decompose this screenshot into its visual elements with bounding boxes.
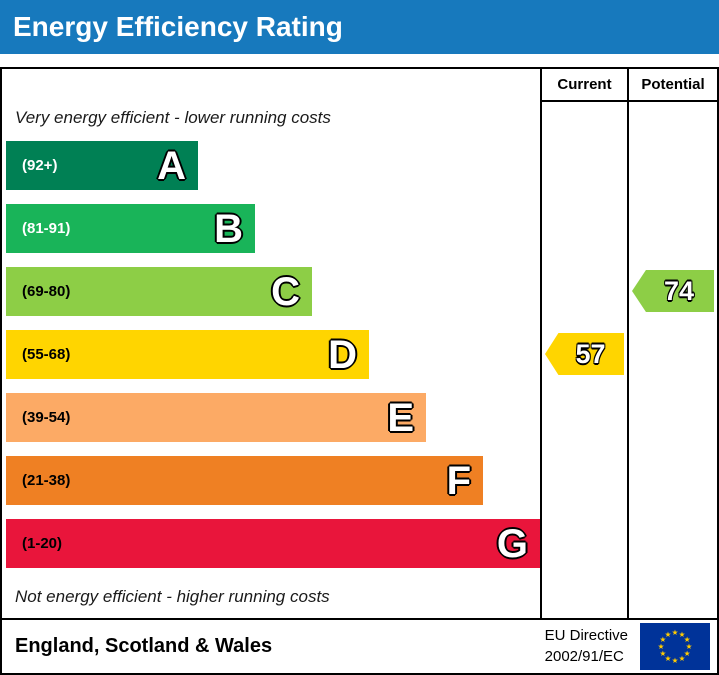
svg-text:★: ★ — [684, 649, 691, 658]
band-bar-g: (1-20) G — [6, 519, 540, 568]
svg-text:★: ★ — [660, 649, 667, 658]
band-row-g: (1-20) G — [2, 512, 540, 575]
potential-column-body: 74 — [629, 102, 717, 618]
svg-text:★: ★ — [660, 635, 667, 644]
band-range-d: (55-68) — [22, 346, 71, 363]
band-range-e: (39-54) — [22, 409, 71, 426]
potential-column: Potential 74 — [627, 69, 717, 618]
potential-rating-pointer: 74 — [632, 270, 714, 312]
band-bar-f: (21-38) F — [6, 456, 483, 505]
current-column: Current 57 — [540, 69, 627, 618]
band-range-c: (69-80) — [22, 283, 71, 300]
band-letter-a: A — [157, 143, 186, 188]
band-range-a: (92+) — [22, 157, 58, 174]
svg-text:★: ★ — [684, 635, 691, 644]
potential-header: Potential — [629, 69, 717, 102]
bands-column: Very energy efficient - lower running co… — [2, 69, 540, 618]
band-bar-e: (39-54) E — [6, 393, 426, 442]
eu-directive-label: EU Directive 2002/91/EC — [545, 626, 628, 667]
band-letter-d: D — [328, 332, 357, 377]
footer-right: EU Directive 2002/91/EC ★ ★ ★ ★ ★ ★ ★ ★ ★ ★ ★ ★ — [545, 623, 717, 670]
band-row-f: (21-38) F — [2, 449, 540, 512]
band-letter-e: E — [387, 395, 414, 440]
rating-chart: Very energy efficient - lower running co… — [0, 67, 719, 620]
band-row-d: (55-68) D — [2, 323, 540, 386]
band-letter-b: B — [214, 206, 243, 251]
band-bar-d: (55-68) D — [6, 330, 369, 379]
svg-text:★: ★ — [658, 642, 665, 651]
band-bar-b: (81-91) B — [6, 204, 255, 253]
potential-rating-value: 74 — [663, 275, 695, 306]
band-range-g: (1-20) — [22, 535, 63, 552]
band-row-e: (39-54) E — [2, 386, 540, 449]
eu-flag-icon: ★ ★ ★ ★ ★ ★ ★ ★ ★ ★ ★ ★ — [640, 623, 710, 670]
current-rating-pointer: 57 — [545, 333, 624, 375]
band-row-c: (69-80) C — [2, 260, 540, 323]
band-range-f: (21-38) — [22, 472, 71, 489]
svg-text:★: ★ — [672, 628, 679, 637]
band-letter-f: F — [446, 458, 471, 503]
svg-text:★: ★ — [679, 630, 686, 639]
current-header: Current — [542, 69, 627, 102]
current-column-body: 57 — [542, 102, 627, 618]
band-letter-g: G — [496, 521, 528, 566]
region-label: England, Scotland & Wales — [15, 635, 273, 657]
svg-text:★: ★ — [672, 656, 679, 665]
band-bar-c: (69-80) C — [6, 267, 312, 316]
band-bar-a: (92+) A — [6, 141, 198, 190]
svg-text:★: ★ — [679, 654, 686, 663]
svg-text:★: ★ — [665, 630, 672, 639]
band-letter-c: C — [271, 269, 300, 314]
top-note: Very energy efficient - lower running co… — [15, 108, 331, 127]
svg-text:★: ★ — [665, 654, 672, 663]
eu-directive-line1: EU Directive — [544, 627, 628, 645]
band-range-b: (81-91) — [22, 220, 71, 237]
title-bar: Energy Efficiency Rating — [0, 0, 719, 54]
eu-directive-line2: 2002/91/EC — [544, 647, 624, 665]
band-row-a: (92+) A — [2, 134, 540, 197]
bottom-note: Not energy efficient - higher running co… — [15, 586, 330, 606]
header-spacer — [2, 69, 540, 102]
band-row-b: (81-91) B — [2, 197, 540, 260]
page-title: Energy Efficiency Rating — [13, 11, 343, 42]
footer: England, Scotland & Wales EU Directive 2… — [0, 620, 719, 675]
current-rating-value: 57 — [575, 338, 606, 369]
svg-text:★: ★ — [686, 642, 693, 651]
